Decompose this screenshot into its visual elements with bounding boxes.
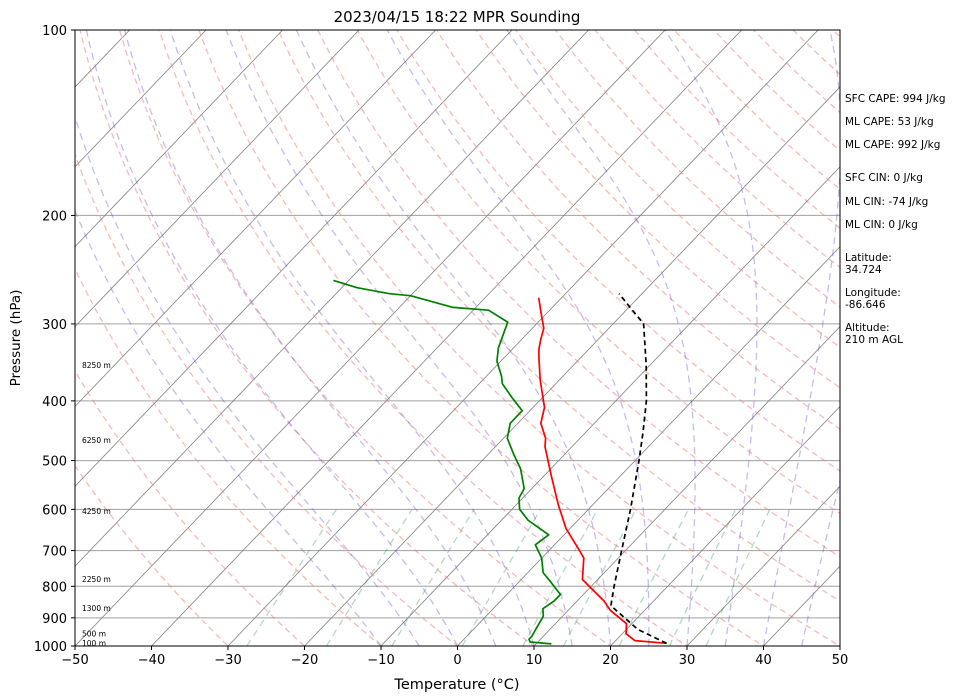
x-tick-label: −30 — [214, 653, 241, 668]
moist-adiabat — [295, 30, 612, 646]
background-lines — [75, 30, 840, 646]
moist-adiabat — [75, 208, 382, 646]
dry-adiabat — [198, 30, 765, 646]
y-tick-label: 600 — [42, 503, 67, 518]
x-tick-label: −20 — [291, 653, 318, 668]
isotherm-line — [304, 86, 840, 646]
height-label: 2250 m — [82, 575, 111, 584]
sfc-cape-annotation: SFC CAPE: 994 J/kg — [845, 93, 946, 105]
height-label: 1300 m — [82, 604, 111, 613]
dry-adiabat — [356, 30, 840, 515]
x-tick-label: −50 — [61, 653, 88, 668]
isotherm-line — [151, 30, 742, 646]
isotherm-line — [610, 405, 840, 646]
moist-adiabat — [85, 30, 459, 646]
dry-adiabat — [118, 30, 612, 646]
y-tick-label: 700 — [42, 545, 67, 560]
dry-adiabat — [75, 267, 383, 646]
y-tick-label: 200 — [42, 209, 67, 224]
dry-adiabat — [75, 464, 229, 646]
isotherm-line — [75, 30, 360, 328]
dry-adiabat — [515, 30, 840, 348]
dry-adiabat — [75, 369, 306, 646]
x-tick-label: 20 — [602, 653, 619, 668]
height-label: 6250 m — [82, 436, 111, 445]
y-tick-label: 100 — [42, 24, 67, 39]
height-label: 4250 m — [82, 507, 111, 516]
moist-adiabat — [225, 30, 573, 646]
temperature-profile — [537, 297, 667, 645]
ml-cin-annotation-2: ML CIN: 0 J/kg — [845, 219, 918, 231]
longitude-annotation: Longitude: -86.646 — [845, 287, 901, 311]
isotherm-line — [75, 30, 666, 646]
x-tick-label: 50 — [832, 653, 849, 668]
isotherm-line — [686, 485, 840, 646]
ml-cape-annotation-2: ML CAPE: 992 J/kg — [845, 139, 941, 151]
mixing-ratio-line — [391, 508, 475, 646]
moist-adiabat — [169, 30, 535, 646]
y-axis-label: Pressure (hPa) — [8, 290, 24, 387]
chart-title: 2023/04/15 18:22 MPR Sounding — [334, 8, 581, 26]
mixing-ratio-line — [618, 509, 690, 646]
dry-adiabat — [396, 30, 840, 472]
isotherm-line — [75, 30, 436, 408]
altitude-annotation: Altitude: 210 m AGL — [845, 322, 903, 346]
data-lines — [333, 279, 667, 645]
isotherm-line — [75, 30, 207, 168]
dry-adiabat — [277, 30, 840, 602]
mixing-ratio-line — [562, 508, 637, 646]
dry-adiabat — [237, 30, 840, 646]
mixing-ratio-line — [668, 509, 737, 646]
y-tick-label: 800 — [42, 580, 67, 595]
moist-adiabat — [664, 30, 758, 646]
moist-adiabat — [762, 30, 840, 646]
isotherm-line — [380, 166, 840, 646]
latitude-annotation: Latitude: 34.724 — [845, 252, 892, 276]
y-axis-ticks: 100 200 300 400 500 600 700 800 900 1000 — [34, 24, 75, 655]
parcel-path — [610, 293, 667, 645]
dewpoint-profile — [333, 279, 562, 645]
y-tick-label: 500 — [42, 455, 67, 470]
mixing-ratio-line — [522, 508, 599, 646]
dry-adiabat — [554, 30, 840, 308]
dry-adiabat — [158, 30, 689, 646]
height-label: 500 m — [82, 630, 106, 639]
moist-adiabat — [386, 30, 650, 646]
ml-cin-annotation-1: ML CIN: -74 J/kg — [845, 196, 929, 208]
x-tick-label: 10 — [526, 653, 543, 668]
ml-cape-annotation-1: ML CAPE: 53 J/kg — [845, 116, 934, 128]
isotherm-line — [457, 246, 840, 646]
dry-adiabat — [79, 30, 536, 646]
x-axis-label: Temperature (°C) — [393, 677, 519, 693]
x-tick-label: 0 — [453, 653, 461, 668]
y-tick-label: 300 — [42, 318, 67, 333]
x-tick-label: 30 — [679, 653, 696, 668]
moist-adiabat — [506, 30, 696, 646]
height-label: 8250 m — [82, 361, 111, 370]
sfc-cin-annotation: SFC CIN: 0 J/kg — [845, 172, 923, 184]
isotherm-line — [75, 30, 589, 567]
isotherm-line — [75, 30, 513, 487]
moist-adiabat — [75, 114, 420, 646]
x-tick-label: −10 — [367, 653, 394, 668]
y-tick-label: 900 — [42, 612, 67, 627]
mixing-ratio-line — [461, 508, 542, 646]
isotherm-line — [533, 325, 840, 646]
x-axis-ticks: −50 −40 −30 −20 −10 0 10 20 30 40 50 — [61, 646, 848, 668]
dry-adiabat — [317, 30, 840, 558]
isotherm-line — [75, 30, 283, 248]
y-tick-label: 400 — [42, 395, 67, 410]
x-tick-label: −40 — [138, 653, 165, 668]
mixing-ratio-line — [246, 508, 338, 646]
moist-adiabat — [123, 30, 497, 646]
x-tick-label: 40 — [755, 653, 772, 668]
dry-adiabat — [75, 152, 459, 646]
isotherm-line — [227, 30, 819, 646]
y-tick-label: 1000 — [34, 640, 67, 655]
height-label: 100 m — [82, 639, 106, 648]
mixing-ratio-line — [705, 509, 771, 646]
